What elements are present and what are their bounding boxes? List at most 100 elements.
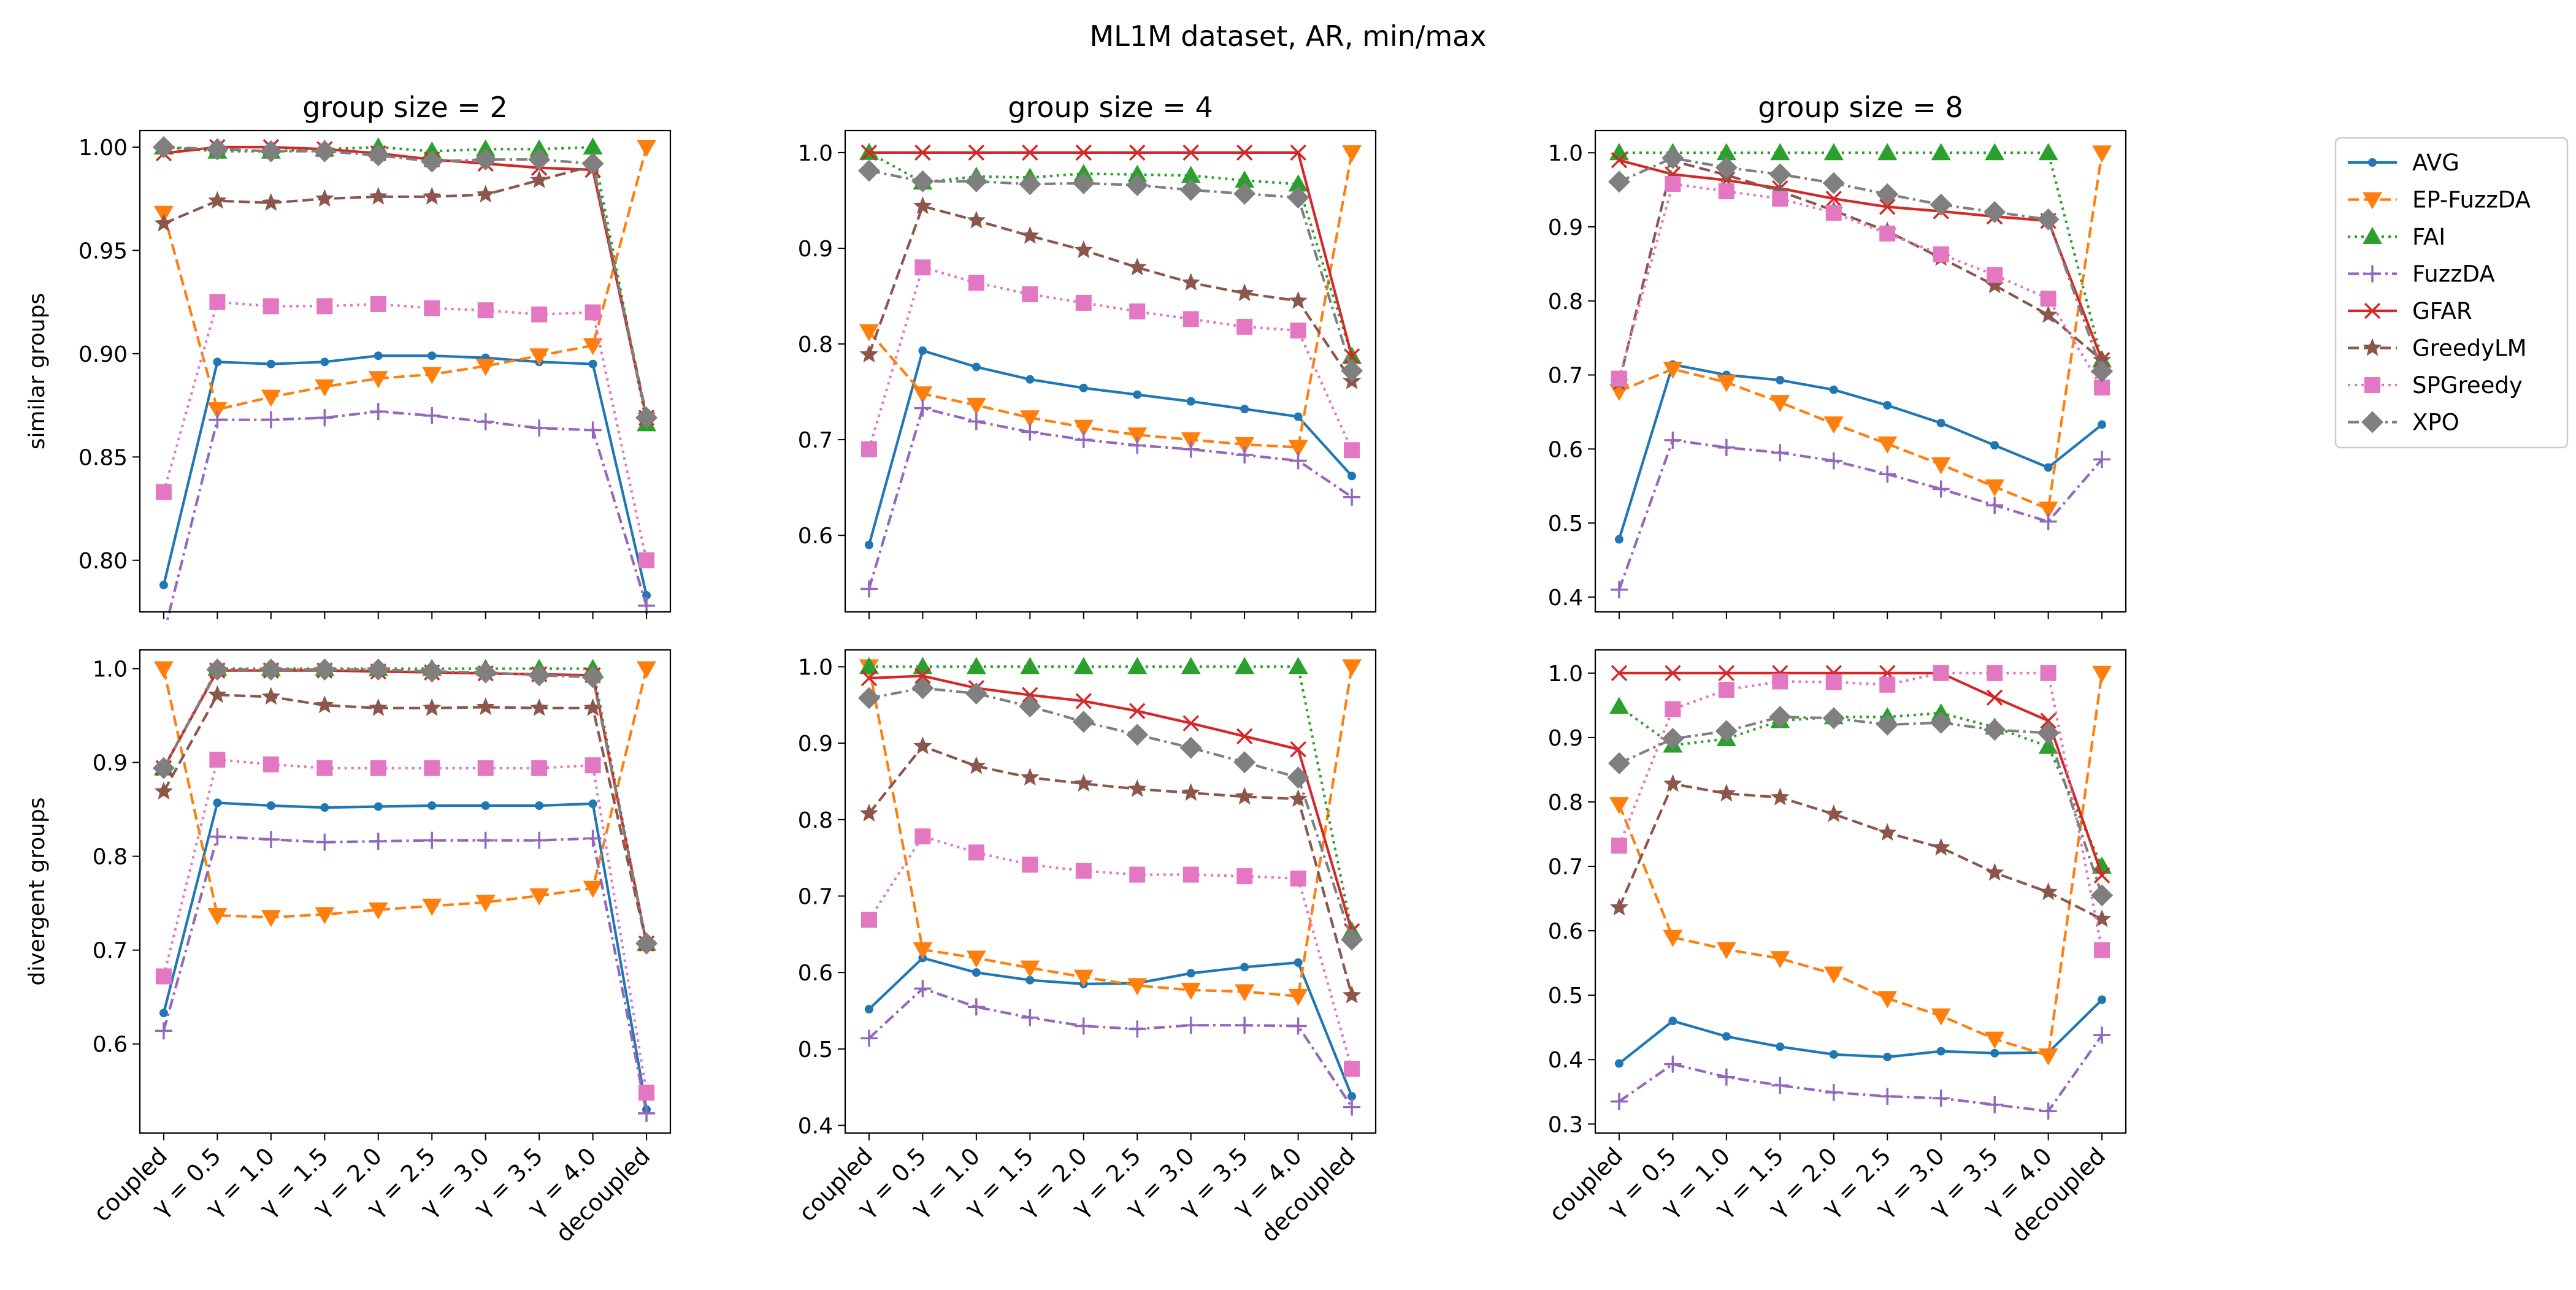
data-point-xpo [367,144,389,167]
data-point-ep-fuzzda [1609,797,1629,815]
data-point-xpo [1608,170,1630,193]
data-point-greedylm [261,193,281,211]
data-point-spgreedy [1665,175,1681,192]
y-tick-label: 0.4 [798,1114,833,1139]
data-point-ep-fuzzda [1342,145,1362,162]
data-point-ep-fuzzda [637,661,657,679]
data-point-ep-fuzzda [315,907,335,925]
series-line-spgreedy [868,835,1354,1069]
data-point-xpo [367,658,389,681]
panel-r0-c0: 0.80 0.85 0.90 0.95 1.00 group size = 2 simila… [25,91,672,624]
data-point-gfar [1290,144,1306,161]
legend-label: FAI [2412,224,2445,250]
data-point-spgreedy [1075,294,1092,311]
data-point-xpo [259,140,282,162]
data-point-fuzzda [531,831,548,849]
legend-marker [2364,302,2381,319]
data-point-spgreedy [2040,665,2057,681]
data-point-greedylm [154,213,174,232]
data-point-xpo [1287,186,1309,209]
data-point-fai [475,139,496,157]
data-point-fuzzda [1771,444,1789,462]
data-point-ep-fuzzda [207,908,228,926]
data-point-spgreedy [968,844,984,861]
series-line-greedylm [163,164,648,416]
axes-frame [1594,649,2127,1134]
y-tick-label: 0.3 [1548,1112,1583,1137]
y-tick-label: 0.95 [79,239,128,264]
data-point-gfar [1290,741,1306,758]
data-point-gfar [1611,152,1628,169]
data-point-greedylm [1181,783,1200,801]
data-point-greedylm [1985,863,2004,881]
data-point-fai [1288,657,1308,674]
legend-label: GreedyLM [2412,335,2527,362]
y-tick-label: 0.8 [1548,289,1583,315]
data-point-fuzzda [1075,1017,1092,1035]
data-point-greedylm [529,698,549,716]
y-tick-label: 0.5 [798,1037,833,1063]
data-point-xpo [581,152,604,175]
data-point-fuzzda [967,998,985,1016]
data-point-greedylm [1289,789,1308,807]
data-point-xpo [421,660,443,683]
data-point-avg [266,801,275,810]
data-point-fuzzda [1236,1017,1254,1034]
y-tick-label: 0.90 [79,342,128,367]
figure-title: ML1M dataset, AR, min/max [1089,20,1486,53]
data-point-greedylm [967,210,986,229]
data-point-fuzzda [1986,1096,2004,1113]
data-point-fuzzda [1289,452,1307,470]
panel-title: group size = 8 [1758,91,1963,124]
legend-label: AVG [2412,150,2459,176]
data-point-avg [266,359,275,368]
data-point-xpo [635,932,658,955]
data-point-ep-fuzzda [1020,410,1040,428]
data-point-ep-fuzzda [1770,395,1790,413]
data-point-gfar [1665,665,1681,682]
data-point-fuzzda [262,411,280,429]
data-point-xpo [1179,178,1202,201]
data-point-ep-fuzzda [913,386,933,404]
data-point-avg [1133,390,1142,399]
data-point-spgreedy [1933,665,1949,681]
data-point-fuzzda [1129,1020,1146,1038]
series-line-gfar [1619,159,2104,361]
plot-area [857,142,1363,598]
data-point-avg [1079,383,1088,392]
data-point-xpo [1179,736,1202,759]
data-point-greedylm [1342,985,1362,1004]
data-point-greedylm [1074,774,1093,792]
y-tick-label: 0.6 [798,961,833,986]
series-line-spgreedy [867,266,1354,451]
data-point-xpo [857,687,880,709]
panel-r0-c2: 0.4 0.5 0.6 0.7 0.8 0.9 1.0 group size = 8 [1548,91,2127,619]
data-point-fai [1020,657,1040,674]
data-point-greedylm [476,185,495,203]
data-point-gfar [1236,144,1253,161]
data-point-ep-fuzzda [1288,988,1308,1006]
data-point-spgreedy [1718,183,1735,200]
data-point-spgreedy [370,760,386,776]
y-tick-label: 0.6 [93,1032,128,1058]
series-line-greedylm [1617,159,2103,383]
y-tick-label: 0.80 [79,549,128,574]
data-point-fai [2038,736,2058,754]
data-point-spgreedy [1611,838,1627,854]
data-point-fuzzda [2093,1026,2111,1044]
data-point-ep-fuzzda [1235,984,1255,1002]
legend-label: SPGreedy [2412,372,2523,399]
plot-area [152,135,658,624]
data-point-avg [159,581,168,590]
data-point-greedylm [913,196,932,215]
data-point-ep-fuzzda [1985,1031,2005,1049]
data-point-xpo [313,658,336,681]
data-point-fuzzda [1825,452,1842,470]
series-line-gfar [1619,671,2104,876]
data-point-fuzzda [1717,438,1735,456]
data-point-fai [1288,174,1308,192]
series-line-ep-fuzzda [162,147,648,411]
data-point-fai [1073,657,1094,674]
y-tick-label: 0.9 [798,731,833,757]
